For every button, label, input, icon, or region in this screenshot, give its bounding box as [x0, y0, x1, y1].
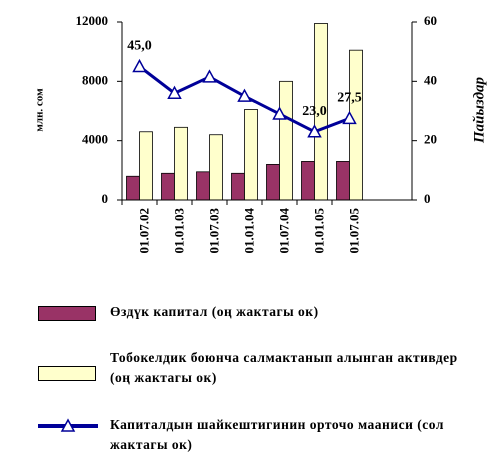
x-tick-label: 01.07.05 [346, 208, 361, 254]
y-tick-label: 0 [102, 191, 109, 206]
x-tick-label: 01.07.04 [276, 208, 291, 254]
y2-tick-label: 60 [424, 13, 437, 28]
legend-label: Капиталдын шайкештигинин орточо мааниси … [110, 417, 444, 452]
bar [231, 172, 245, 201]
x-tick-label: 01.07.02 [136, 208, 151, 254]
x-tick-label: 01.07.03 [206, 208, 221, 254]
legend-label: Өздүк капитал (оң жактагы ок) [110, 304, 319, 319]
bar [336, 161, 350, 201]
bar [301, 161, 315, 201]
y2-axis-title: Пайыздар [471, 76, 487, 144]
line-marker [167, 85, 182, 99]
y-axis-title: млн. сом [34, 88, 46, 132]
legend-swatch [38, 418, 98, 439]
x-tick-label: 01.01.03 [171, 208, 186, 254]
line-marker [307, 124, 322, 138]
x-tick-label: 01.01.04 [241, 208, 256, 254]
x-tick-label: 01.01.05 [311, 208, 326, 254]
bar [244, 109, 258, 201]
y2-tick-label: 20 [424, 132, 437, 147]
legend-icon [38, 418, 98, 432]
line-marker [272, 106, 287, 120]
data-label: 23,0 [302, 104, 327, 119]
y-tick-label: 12000 [76, 13, 109, 28]
bar [349, 49, 363, 201]
legend-label: Тобокелдик боюнча салмактанып алынган ак… [110, 350, 458, 385]
y2-tick-label: 0 [424, 191, 431, 206]
line-marker [202, 69, 217, 83]
bar [209, 134, 223, 201]
bar [139, 131, 153, 201]
bar [161, 172, 175, 201]
bar [279, 80, 293, 201]
y2-tick-label: 40 [424, 72, 437, 87]
line-marker [132, 58, 147, 73]
chart: млн. сом Пайыздар 0 4000 8000 12000 0 20 40 60 0… [34, 13, 488, 254]
legend-swatch [38, 306, 96, 321]
legend-swatch [38, 366, 96, 381]
line-marker [342, 110, 357, 125]
data-label: 45,0 [127, 39, 152, 54]
bar [266, 163, 280, 201]
line-marker [237, 88, 252, 102]
data-label: 27,5 [337, 91, 362, 106]
bar [126, 175, 140, 201]
bar [174, 126, 188, 201]
y-tick-label: 4000 [82, 132, 108, 147]
y-tick-label: 8000 [82, 72, 108, 87]
bar [196, 171, 210, 201]
